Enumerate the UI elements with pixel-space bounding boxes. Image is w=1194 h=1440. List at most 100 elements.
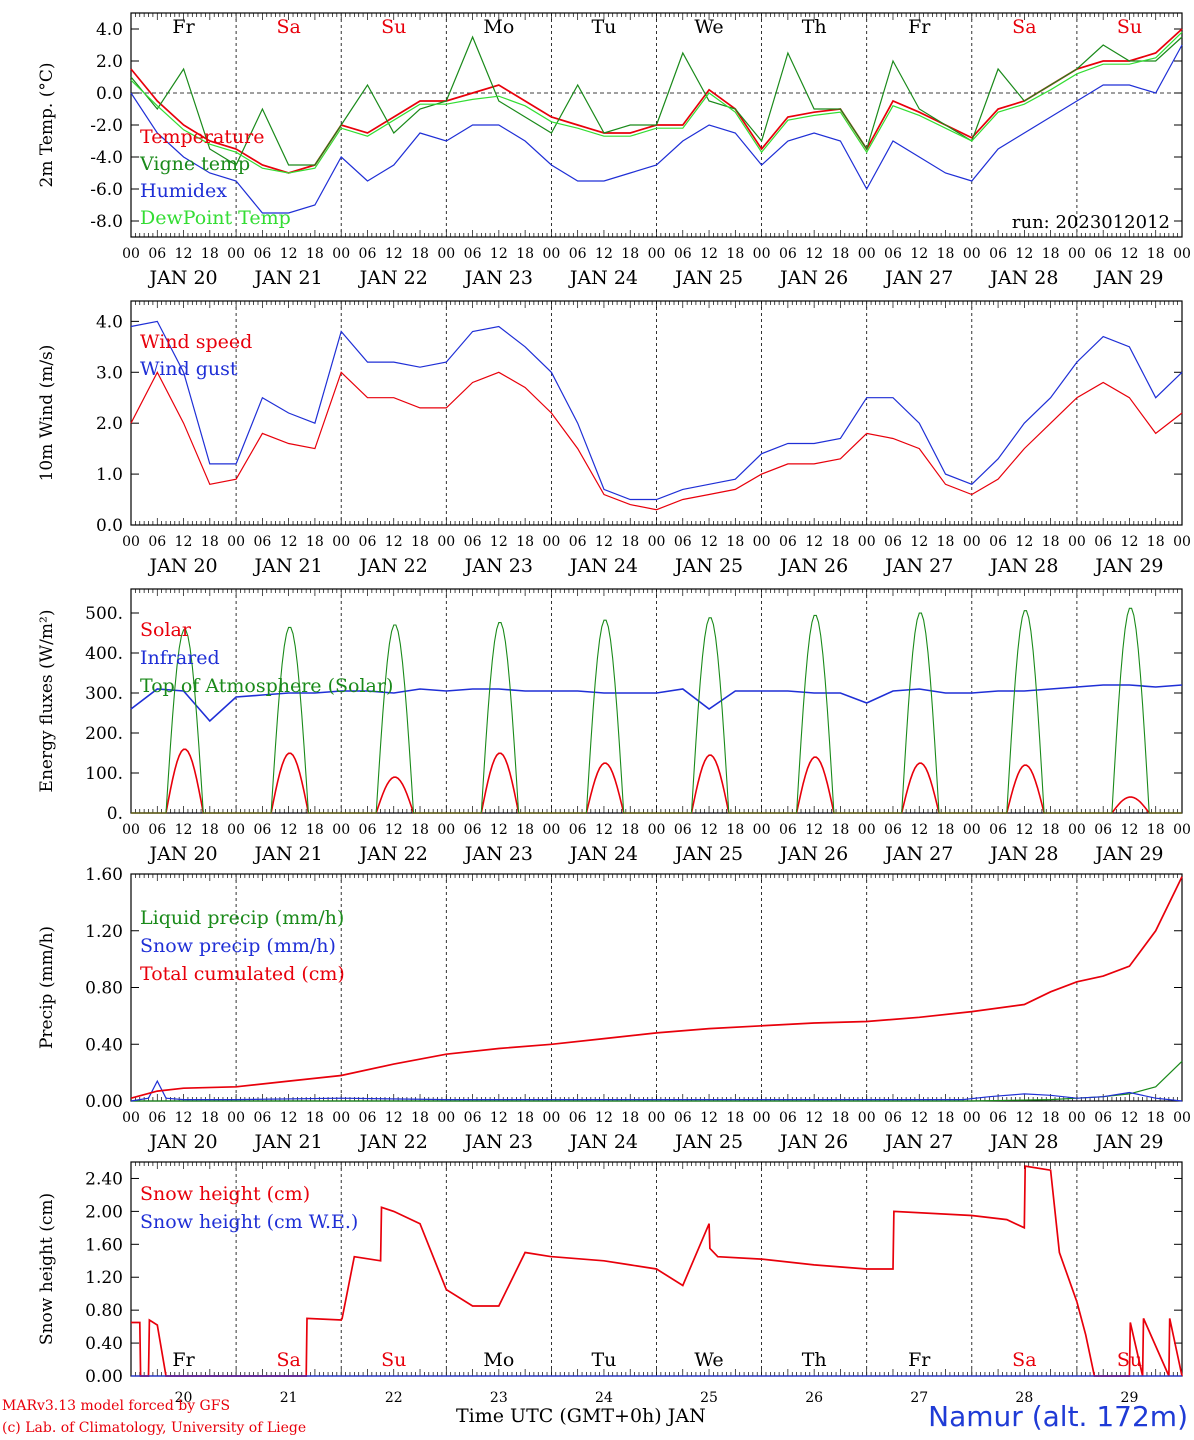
y-tick-label: 2.40 — [85, 1169, 123, 1189]
x-hour-label: 06 — [148, 534, 166, 550]
x-hour-label: 06 — [569, 822, 587, 838]
x-date-label: JAN 23 — [463, 555, 533, 577]
x-date-label: JAN 27 — [883, 1131, 953, 1153]
x-date-label: JAN 26 — [778, 267, 848, 289]
x-hour-label: 12 — [595, 822, 613, 838]
x-hour-label: 12 — [1015, 246, 1033, 262]
x-hour-label: 00 — [753, 1110, 771, 1126]
x-date-label: JAN 29 — [1093, 843, 1163, 865]
x-hour-label: 00 — [542, 246, 560, 262]
x-date-label: JAN 24 — [568, 1131, 638, 1153]
x-hour-label: 00 — [1173, 1110, 1191, 1126]
legend-label: Snow height (cm W.E.) — [140, 1211, 358, 1233]
x-hour-label: 18 — [201, 822, 219, 838]
x-date-label: JAN 27 — [883, 843, 953, 865]
x-hour-label: 06 — [253, 246, 271, 262]
x-hour-label: 06 — [359, 534, 377, 550]
station-name: Namur (alt. 172m) — [928, 1400, 1188, 1433]
legend-label: Wind speed — [140, 331, 252, 353]
bottom-day-label: Mo — [483, 1349, 514, 1371]
x-hour-label: 18 — [832, 246, 850, 262]
x-hour-label: 00 — [437, 1110, 455, 1126]
series-line — [130, 1079, 1183, 1102]
x-hour-label: 00 — [542, 822, 560, 838]
x-hour-label: 06 — [253, 534, 271, 550]
x-hour-label: 00 — [963, 1110, 981, 1126]
y-tick-label: 1.60 — [85, 1235, 123, 1255]
x-hour-label: 18 — [516, 822, 534, 838]
x-hour-label: 12 — [1121, 534, 1139, 550]
y-tick-label: 100. — [85, 764, 123, 784]
x-hour-label: 18 — [1147, 1110, 1165, 1126]
x-date-label: JAN 27 — [883, 267, 953, 289]
bottom-day-label: Fr — [908, 1349, 931, 1371]
x-hour-label: 00 — [542, 534, 560, 550]
x-hour-label: 06 — [569, 1110, 587, 1126]
top-day-label: Th — [802, 16, 827, 38]
x-hour-label: 18 — [1042, 246, 1060, 262]
y-tick-label: 1.0 — [96, 465, 123, 485]
x-hour-label: 12 — [700, 822, 718, 838]
x-hour-label: 06 — [779, 822, 797, 838]
x-hour-label: 00 — [963, 534, 981, 550]
x-hour-label: 12 — [385, 246, 403, 262]
y-tick-label: 400. — [85, 644, 123, 664]
x-hour-label: 00 — [1068, 1110, 1086, 1126]
x-hour-label: 06 — [674, 822, 692, 838]
x-hour-label: 06 — [1094, 534, 1112, 550]
y-tick-label: 0.00 — [85, 1367, 123, 1387]
x-hour-label: 00 — [437, 534, 455, 550]
y-tick-label: 2.00 — [85, 1202, 123, 1222]
series-line — [130, 44, 1183, 214]
series-line — [131, 1060, 1183, 1102]
x-hour-label: 06 — [464, 822, 482, 838]
x-hour-label: 06 — [674, 534, 692, 550]
model-credit: MARv3.13 model forced by GFS — [2, 1398, 231, 1414]
legend-label: Snow height (cm) — [140, 1183, 310, 1205]
bottom-day-label: Sa — [276, 1349, 300, 1371]
x-hour-label: 18 — [516, 1110, 534, 1126]
top-day-label: Mo — [483, 16, 514, 38]
x-hour-label: 00 — [332, 822, 350, 838]
x-hour-label: 18 — [621, 246, 639, 262]
x-hour-label: 06 — [569, 246, 587, 262]
x-date-label: JAN 20 — [147, 843, 217, 865]
y-tick-label: 1.60 — [85, 865, 123, 885]
x-date-label: JAN 20 — [147, 1131, 217, 1153]
x-date-label: JAN 28 — [988, 1131, 1058, 1153]
y-tick-label: 0.0 — [96, 516, 123, 536]
x-date-label: JAN 25 — [673, 555, 743, 577]
x-hour-label: 18 — [201, 1110, 219, 1126]
x-hour-label: 06 — [1094, 822, 1112, 838]
x-date-label: JAN 21 — [253, 267, 323, 289]
x-hour-label: 12 — [700, 534, 718, 550]
series-line — [130, 320, 1183, 501]
x-date-label: JAN 28 — [988, 843, 1058, 865]
series-line — [130, 684, 1183, 723]
y-axis-title: Snow height (cm) — [37, 1193, 57, 1345]
x-hour-label: 00 — [1068, 246, 1086, 262]
legend-label: Infrared — [140, 647, 220, 669]
x-date-label: JAN 22 — [358, 843, 428, 865]
x-hour-label: 12 — [595, 1110, 613, 1126]
x-hour-label: 12 — [805, 246, 823, 262]
x-date-label: JAN 24 — [568, 843, 638, 865]
y-tick-label: -4.0 — [90, 148, 123, 168]
x-date-label: JAN 28 — [988, 267, 1058, 289]
x-hour-label: 18 — [306, 534, 324, 550]
legend-label: Total cumulated (cm) — [140, 963, 345, 985]
x-date-label: 22 — [385, 1390, 403, 1406]
x-hour-label: 00 — [648, 534, 666, 550]
x-hour-label: 06 — [884, 822, 902, 838]
x-hour-label: 00 — [122, 534, 140, 550]
top-day-label: Su — [381, 16, 406, 38]
x-hour-label: 18 — [306, 822, 324, 838]
x-hour-label: 12 — [490, 822, 508, 838]
x-hour-label: 06 — [989, 1110, 1007, 1126]
top-day-label: Fr — [908, 16, 931, 38]
x-hour-label: 00 — [332, 246, 350, 262]
x-hour-label: 00 — [1173, 534, 1191, 550]
x-hour-label: 06 — [674, 1110, 692, 1126]
x-date-label: JAN 23 — [463, 267, 533, 289]
x-date-label: JAN 23 — [463, 1131, 533, 1153]
